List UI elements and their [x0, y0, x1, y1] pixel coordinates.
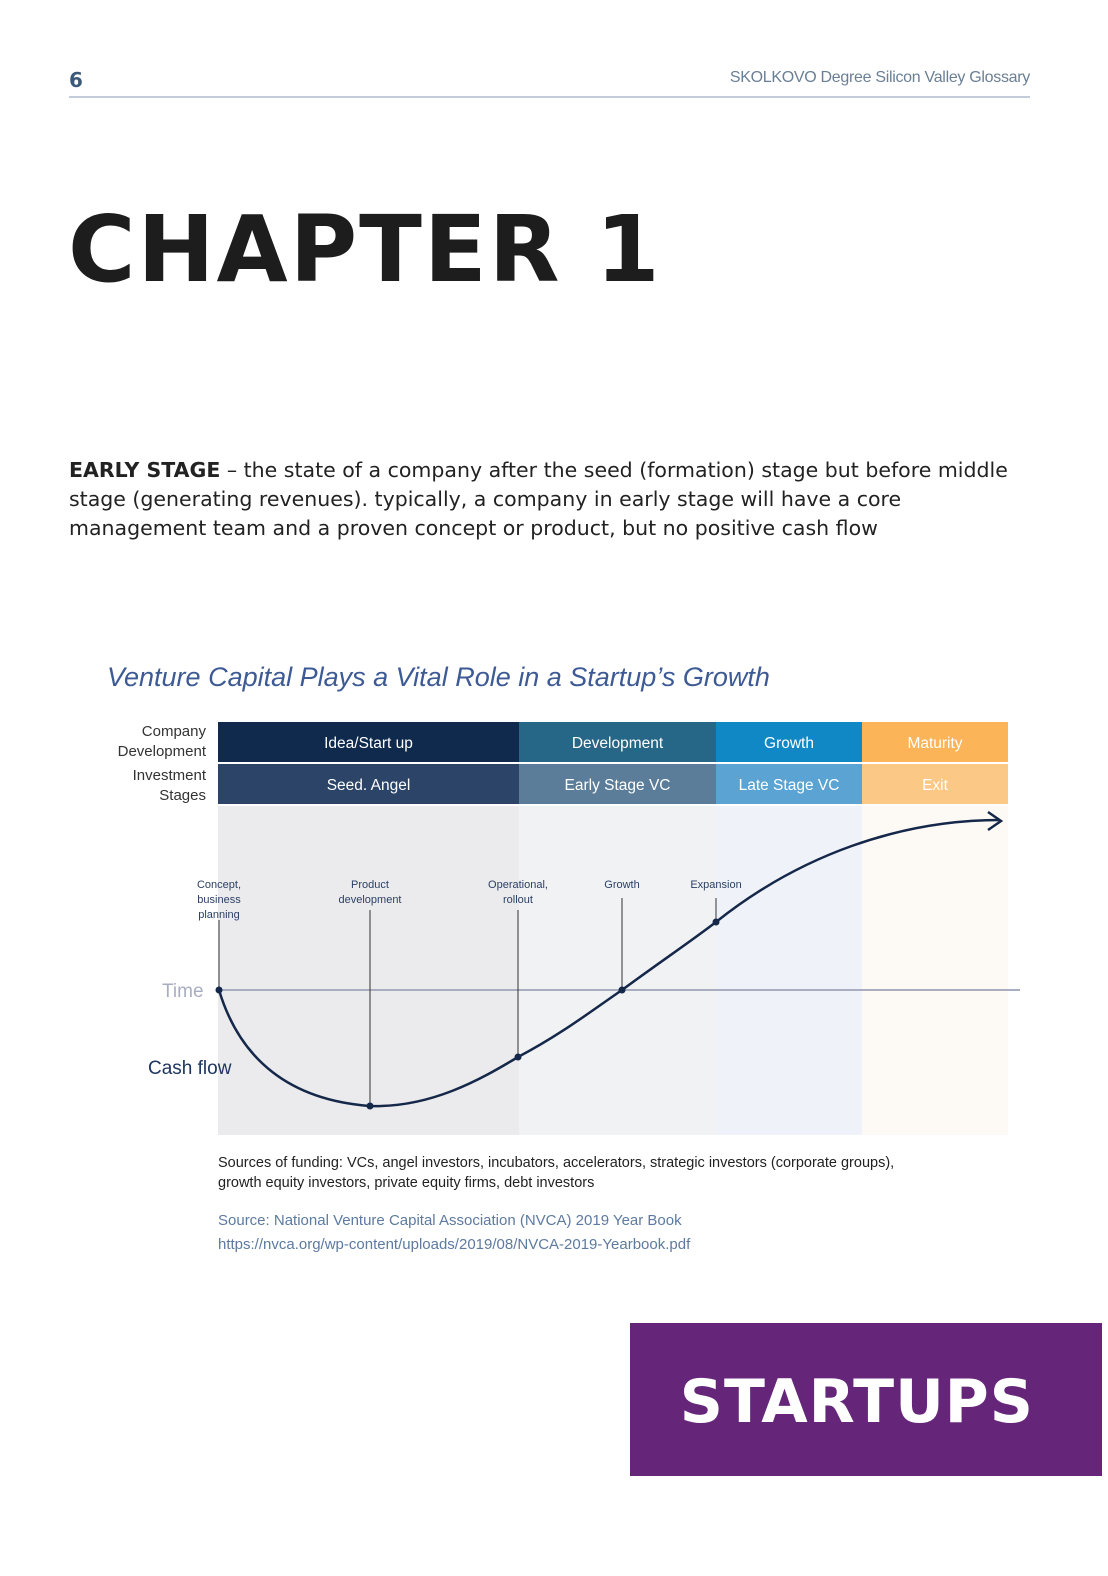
- header-divider: [69, 96, 1030, 98]
- row-label-investment-1: Investment: [133, 767, 207, 784]
- milestone-label: Operational,: [488, 879, 548, 891]
- row-label-company-1: Company: [142, 723, 207, 740]
- milestone-label: Product: [351, 879, 389, 891]
- arrow-head-icon: [987, 810, 1004, 832]
- row-label-company-2: Development: [118, 743, 207, 760]
- phase-development-label: Development: [572, 735, 664, 752]
- phase-development-label: Maturity: [907, 735, 962, 752]
- phase-development-label: Idea/Start up: [324, 735, 413, 752]
- cash-flow-curve: [217, 818, 1001, 1108]
- phase-investment-band: [218, 764, 519, 804]
- phase-investment-label: Late Stage VC: [739, 777, 840, 794]
- milestone-label: Expansion: [690, 879, 741, 891]
- milestone-label: development: [339, 894, 402, 906]
- phase-development-band: [519, 722, 716, 762]
- milestone-label: planning: [198, 909, 240, 921]
- phase-background: [218, 806, 519, 1135]
- figure-title: Venture Capital Plays a Vital Role in a …: [107, 662, 770, 692]
- phase-investment-label: Seed. Angel: [327, 777, 411, 794]
- phase-investment-band: [716, 764, 862, 804]
- definition-paragraph: EARLY STAGE – the state of a company aft…: [69, 456, 1029, 543]
- phase-investment-band: [862, 764, 1008, 804]
- section-badge: STARTUPS: [630, 1323, 1102, 1476]
- phase-development-band: [862, 722, 1008, 762]
- phase-development-band: [716, 722, 862, 762]
- section-badge-label: STARTUPS: [679, 1367, 1034, 1437]
- phase-background: [716, 806, 862, 1135]
- row-label-investment-2: Stages: [159, 787, 206, 804]
- phase-development-band: [218, 722, 519, 762]
- phase-investment-band: [519, 764, 716, 804]
- venture-capital-diagram: Venture Capital Plays a Vital Role in a …: [107, 662, 1020, 1253]
- phase-background: [862, 806, 1008, 1135]
- milestone-label: business: [197, 894, 241, 906]
- phase-background: [519, 806, 716, 1135]
- milestone-label: rollout: [503, 894, 533, 906]
- definition-text: – the state of a company after the seed …: [69, 458, 1008, 540]
- funding-sources-2: growth equity investors, private equity …: [218, 1175, 594, 1191]
- time-label: Time: [162, 981, 204, 1002]
- cash-flow-label: Cash flow: [148, 1058, 232, 1079]
- phase-investment-label: Early Stage VC: [565, 777, 671, 794]
- page-number: 6: [69, 68, 83, 92]
- source-url[interactable]: https://nvca.org/wp-content/uploads/2019…: [218, 1236, 691, 1253]
- source-citation: Source: National Venture Capital Associa…: [218, 1212, 682, 1229]
- definition-term: EARLY STAGE: [69, 458, 221, 482]
- funding-sources-1: Sources of funding: VCs, angel investors…: [218, 1155, 894, 1171]
- phase-development-label: Growth: [764, 735, 814, 752]
- milestone-label: Growth: [604, 879, 639, 891]
- phase-investment-label: Exit: [922, 777, 949, 794]
- milestone-label: Concept,: [197, 879, 241, 891]
- running-header: SKOLKOVO Degree Silicon Valley Glossary: [729, 69, 1030, 86]
- chapter-title: CHAPTER 1: [68, 196, 662, 303]
